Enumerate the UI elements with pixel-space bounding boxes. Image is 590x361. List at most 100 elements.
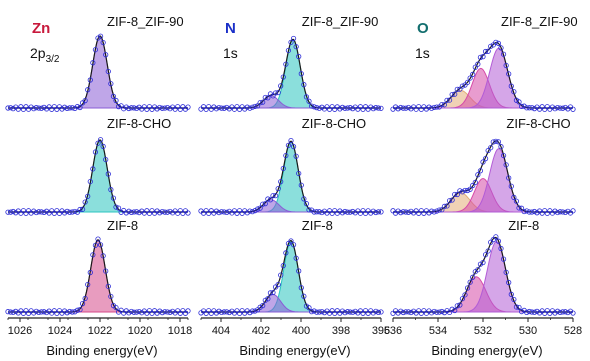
data-point [392,104,399,110]
data-point [36,105,42,111]
data-point [275,89,281,96]
data-point [59,106,65,112]
data-point [459,83,466,89]
data-point [72,309,78,315]
spectrum-zif-8-zif-90: ZIF-8_ZIF-90 [390,14,578,112]
data-point [319,309,325,315]
data-point [557,105,563,111]
data-point [405,209,412,215]
data-point [441,203,448,210]
data-point [74,209,81,215]
data-point [43,208,50,214]
data-point [254,206,261,212]
data-point [265,296,271,302]
data-point [288,238,294,244]
data-point [128,105,135,111]
data-point [467,279,473,285]
data-point [90,166,96,172]
data-point [157,308,163,314]
spectrum-zif-8-cho: ZIF-8-CHO [198,116,384,216]
data-point [298,285,304,291]
data-point [105,171,111,177]
data-point [542,208,548,214]
data-point [265,196,271,202]
data-point [521,103,527,109]
data-point [368,104,374,110]
data-point [69,105,75,111]
data-point [92,149,99,155]
data-point [316,309,322,315]
data-point [526,308,532,315]
fit-envelope [201,239,381,313]
data-point [157,104,163,111]
data-point [319,209,325,216]
data-point [482,48,489,55]
data-point [490,237,496,243]
spectrum-label: ZIF-8 [107,218,138,233]
x-tick-label: 404 [212,325,230,337]
data-point [159,105,165,111]
data-point [434,309,440,315]
data-point [185,210,191,216]
x-axis-label: Binding energy(eV) [431,343,542,358]
fit-envelope [201,140,381,213]
data-point [252,208,258,214]
data-point [375,209,382,215]
data-point [244,104,250,110]
x-tick-label: 396 [372,325,390,337]
data-point [314,105,320,111]
data-point [482,252,489,258]
data-point [110,195,117,201]
component-peak [201,140,381,213]
data-point [254,103,261,109]
data-point [33,308,39,314]
data-point [457,302,463,308]
data-point [77,306,83,313]
data-point [216,209,222,216]
data-point [452,191,458,198]
data-point [506,279,512,286]
spectrum-label: ZIF-8_ZIF-90 [302,14,379,29]
data-point [218,105,225,111]
data-point [275,282,281,288]
data-point [185,104,191,110]
data-point [308,309,315,315]
element-label: N [225,20,236,37]
data-point [159,208,165,215]
data-point [426,104,432,110]
data-point [398,210,404,216]
data-point [10,309,16,315]
orbital-label: 2p3/2 [30,45,60,65]
data-point [288,39,294,45]
data-point [408,309,414,316]
data-point [446,198,453,204]
data-point [136,308,142,315]
data-point [549,104,556,110]
data-point [100,143,106,149]
data-point [167,106,173,112]
data-point [400,309,406,316]
data-point [41,309,47,315]
data-point [480,159,486,165]
data-point [301,82,307,88]
data-point [110,93,117,100]
x-tick-label: 398 [332,325,350,337]
data-point [521,208,527,215]
data-point [31,106,37,112]
data-point [311,308,317,314]
data-point [247,208,253,214]
data-point [108,293,114,300]
data-point [249,209,256,215]
x-tick-label: 402 [252,325,270,337]
data-point [13,308,19,314]
data-point [464,285,471,291]
data-point [213,106,220,112]
orbital-label: 1s [223,45,238,61]
data-point [280,165,286,172]
data-point [113,304,119,311]
data-point [154,208,160,214]
data-point [5,209,11,215]
data-point [459,296,466,302]
data-point [72,105,78,111]
data-point [495,40,502,46]
